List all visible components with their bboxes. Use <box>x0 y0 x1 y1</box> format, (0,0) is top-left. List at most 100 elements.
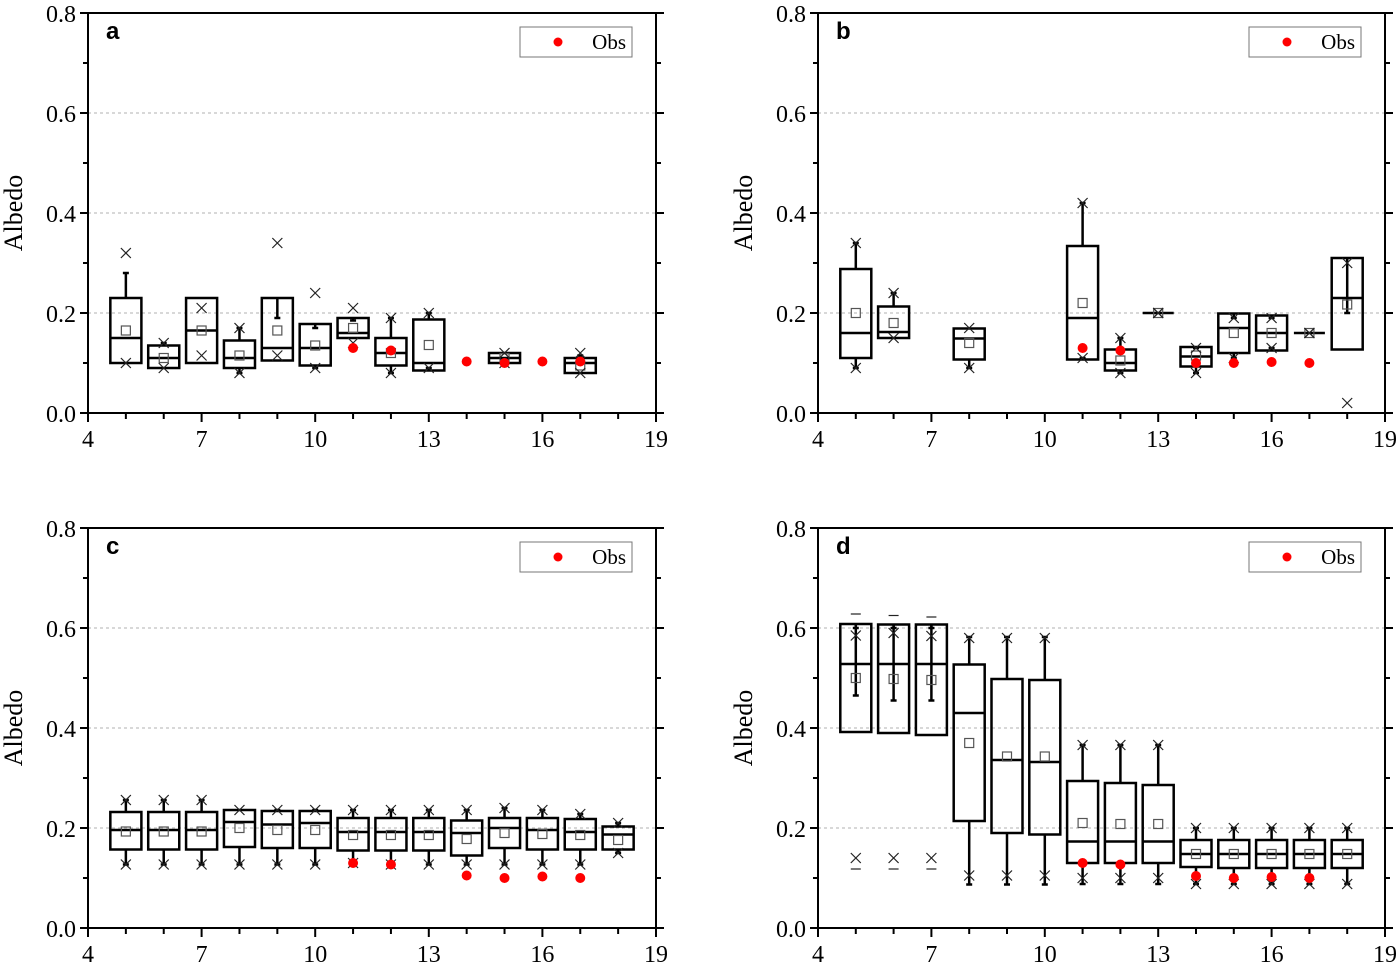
legend-obs-marker <box>553 552 563 562</box>
y-tick-label: 0.6 <box>46 617 76 643</box>
max-marker <box>309 804 321 816</box>
mean-marker <box>234 822 245 834</box>
min-marker <box>1190 878 1202 890</box>
box <box>1065 779 1100 865</box>
max-marker <box>574 347 586 359</box>
panel-letter: b <box>836 18 851 45</box>
mean-marker <box>385 829 397 841</box>
box-plot <box>260 237 295 362</box>
max-marker <box>1077 739 1089 751</box>
x-tick-label: 13 <box>1146 942 1170 968</box>
panel-letter: c <box>106 533 119 560</box>
max-marker <box>1039 632 1051 644</box>
max-marker <box>461 804 473 816</box>
mean-marker <box>1266 848 1277 860</box>
max-marker <box>1341 257 1353 269</box>
legend-obs-marker <box>1282 552 1292 562</box>
min-marker <box>1001 870 1013 881</box>
max-marker <box>1266 312 1278 324</box>
box-plot <box>1254 312 1289 354</box>
panel-a: 0.0 0.2 0.4 0.6 0.8 4 7 10 13 16 19 Albedo a Obs <box>0 2 668 453</box>
min-marker <box>196 350 208 361</box>
x-tick-label: 13 <box>1146 427 1170 453</box>
y-tick-label: 0.0 <box>46 402 76 428</box>
max-marker <box>963 632 975 644</box>
mean-marker <box>1342 299 1353 310</box>
obs-point <box>1304 358 1315 368</box>
box-plot <box>525 804 560 870</box>
box <box>260 809 295 850</box>
x-tick-label: 4 <box>812 427 824 453</box>
box-plot <box>109 247 143 369</box>
min-marker <box>271 350 283 361</box>
max-marker <box>158 337 170 349</box>
x-tick-label: 16 <box>1260 427 1284 453</box>
mean-marker <box>310 824 321 836</box>
box-plot <box>952 632 986 886</box>
mean-marker <box>1077 817 1088 829</box>
min-marker <box>423 859 435 870</box>
min-marker <box>1077 352 1089 364</box>
mean-marker <box>310 340 321 351</box>
max-marker <box>347 302 359 314</box>
x-tick-label: 4 <box>812 942 824 968</box>
box-plot <box>990 632 1024 886</box>
max-marker <box>309 287 321 299</box>
min-marker <box>574 859 586 870</box>
mean-marker <box>347 829 359 841</box>
box-plot <box>1142 307 1174 319</box>
max-marker <box>850 237 862 249</box>
min-marker <box>925 852 937 864</box>
max-marker <box>1341 822 1353 834</box>
box-plot <box>1103 739 1138 886</box>
min-marker <box>536 859 548 870</box>
box <box>336 316 370 340</box>
box-plot <box>184 794 219 870</box>
mean-marker <box>1228 327 1239 339</box>
y-tick-label: 0.8 <box>776 517 806 543</box>
y-tick-label: 0.4 <box>776 202 806 228</box>
mean-marker <box>1342 848 1353 860</box>
mean-marker <box>613 834 624 846</box>
box-plot <box>1330 256 1364 409</box>
box <box>412 816 446 852</box>
box <box>1103 781 1138 865</box>
min-marker <box>963 870 975 881</box>
y-tick-label: 0.0 <box>46 917 76 943</box>
box <box>839 267 873 360</box>
y-axis-title: Albedo <box>0 175 28 252</box>
min-marker <box>1266 342 1278 354</box>
obs-point <box>348 858 359 868</box>
mean-marker <box>1115 818 1126 830</box>
panel-letter: d <box>836 533 851 560</box>
box <box>1065 244 1100 361</box>
legend: Obs <box>1248 26 1362 58</box>
max-marker <box>385 312 397 324</box>
box <box>1028 678 1062 836</box>
max-marker <box>1228 822 1240 834</box>
obs-point <box>575 356 586 367</box>
mean-marker <box>1115 355 1126 366</box>
box <box>298 809 332 850</box>
box <box>260 296 295 362</box>
box-plot <box>563 808 598 870</box>
mean-marker <box>1153 818 1164 830</box>
max-marker <box>1114 332 1126 344</box>
x-tick-label: 4 <box>82 427 94 453</box>
max-marker <box>536 804 548 816</box>
max-marker <box>1266 822 1278 834</box>
box <box>876 305 911 340</box>
min-marker <box>1190 367 1202 379</box>
min-marker <box>309 362 321 374</box>
mean-marker <box>537 828 548 840</box>
mean-marker <box>347 322 359 334</box>
max-marker <box>347 804 359 816</box>
obs-point <box>461 356 472 367</box>
max-marker <box>499 802 510 814</box>
x-tick-label: 10 <box>303 427 327 453</box>
min-marker <box>888 852 900 864</box>
y-tick-label: 0.0 <box>776 917 806 943</box>
max-marker <box>925 630 937 642</box>
max-marker <box>423 307 435 319</box>
obs-point <box>537 871 548 882</box>
